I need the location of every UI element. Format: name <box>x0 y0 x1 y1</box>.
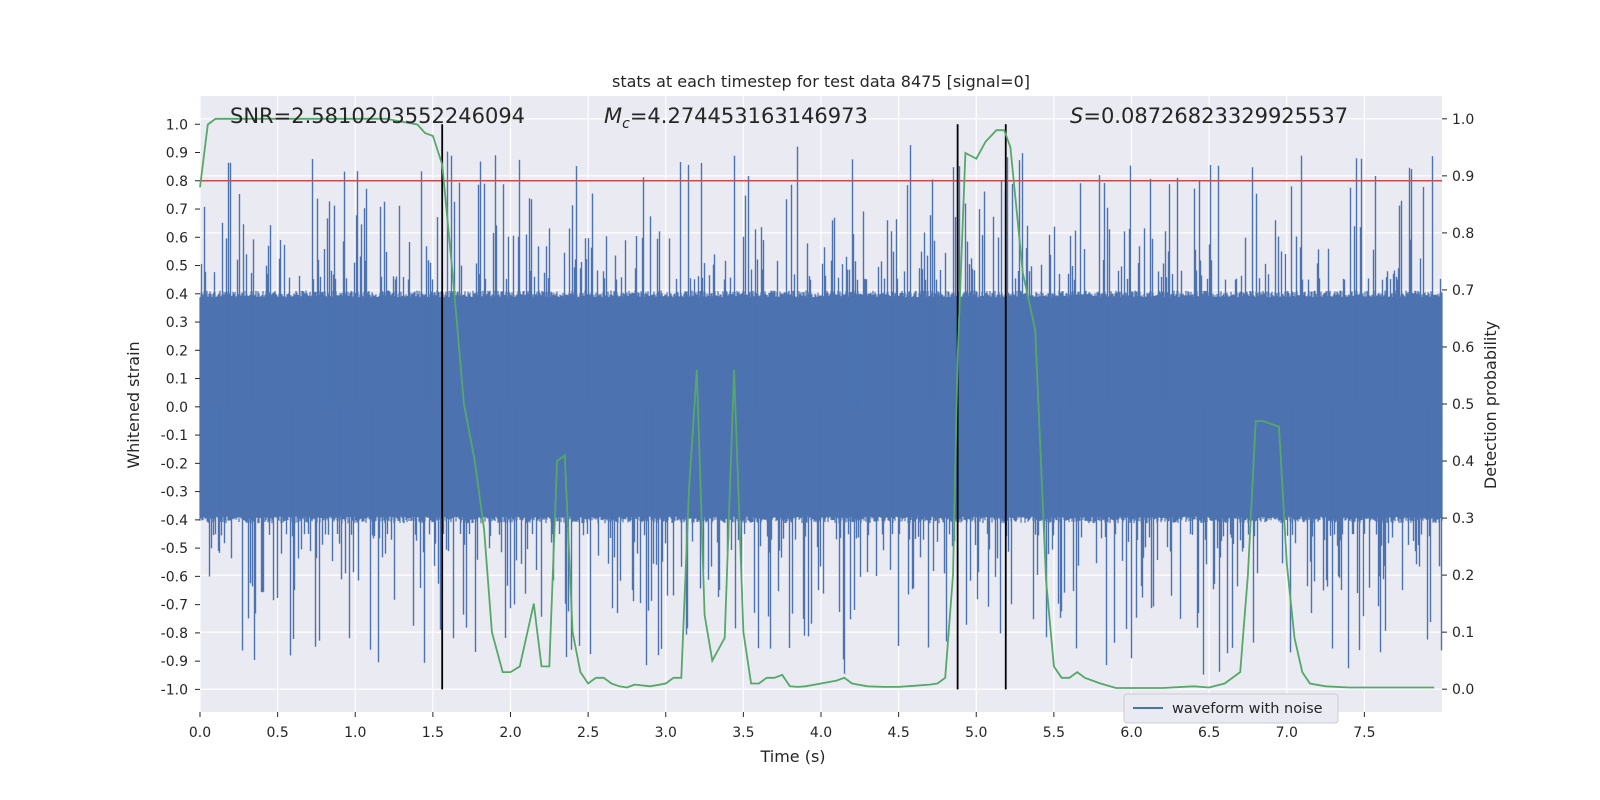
chirp-mass-subscript: c <box>622 116 630 132</box>
x-tick-label: 5.5 <box>1043 725 1065 741</box>
left-tick-label: 0.0 <box>166 400 188 416</box>
x-tick-label: 4.5 <box>887 725 909 741</box>
right-tick-label: 0.5 <box>1452 397 1474 413</box>
y-axis-title-left: Whitened strain <box>124 341 143 468</box>
vertical-lines <box>441 124 1007 690</box>
x-tick-label: 0.0 <box>189 725 211 741</box>
left-tick-label: 0.6 <box>166 230 188 246</box>
right-tick-label: 0.7 <box>1452 283 1474 299</box>
x-tick-label: 4.0 <box>810 725 832 741</box>
x-axis-ticks: 0.0 0.5 1.0 1.5 2.0 2.5 3.0 3.5 4.0 4.5 5.0 5.5 6.0 6… <box>189 712 1376 741</box>
left-tick-label: -1.0 <box>161 682 188 698</box>
right-tick-label: 1.0 <box>1452 112 1474 128</box>
left-tick-label: -0.1 <box>161 428 188 444</box>
x-tick-label: 6.5 <box>1198 725 1220 741</box>
right-tick-label: 0.4 <box>1452 454 1474 470</box>
right-tick-label: 0.0 <box>1452 682 1474 698</box>
s-value: =0.08726823329925537 <box>1083 104 1348 128</box>
x-tick-label: 2.0 <box>499 725 521 741</box>
legend: waveform with noise <box>1123 693 1339 724</box>
right-tick-label: 0.9 <box>1452 169 1474 185</box>
right-tick-label: 0.1 <box>1452 625 1474 641</box>
right-tick-label: 0.6 <box>1452 340 1474 356</box>
left-tick-label: -0.5 <box>161 541 188 557</box>
left-tick-label: 0.4 <box>166 287 188 303</box>
x-tick-label: 5.0 <box>965 725 987 741</box>
x-tick-label: 6.0 <box>1120 725 1142 741</box>
snr-annotation: SNR=2.5810203552246094 <box>230 104 525 128</box>
right-tick-label: 0.3 <box>1452 511 1474 527</box>
x-tick-label: 3.0 <box>655 725 677 741</box>
x-tick-label: 7.0 <box>1276 725 1298 741</box>
s-symbol: S <box>1070 104 1083 128</box>
chirp-mass-symbol: M <box>604 104 622 128</box>
x-tick-label: 1.5 <box>422 725 444 741</box>
chirp-mass-annotation: Mc=4.274453163146973 <box>604 104 868 132</box>
right-tick-label: 0.8 <box>1452 226 1474 242</box>
left-tick-label: -0.3 <box>161 485 188 501</box>
left-tick-label: -0.2 <box>161 456 188 472</box>
legend-box <box>1123 693 1339 724</box>
left-tick-label: 0.5 <box>166 259 188 275</box>
left-tick-label: -0.8 <box>161 626 188 642</box>
left-tick-label: -0.7 <box>161 598 188 614</box>
left-tick-label: 0.3 <box>166 315 188 331</box>
left-tick-label: 0.9 <box>166 146 188 162</box>
left-tick-label: -0.9 <box>161 654 188 670</box>
left-tick-label: -0.6 <box>161 569 188 585</box>
left-tick-label: -0.4 <box>161 513 188 529</box>
s-annotation: S=0.08726823329925537 <box>1070 104 1348 128</box>
left-axis-ticks: 1.0 0.9 0.8 0.7 0.6 0.5 0.4 0.3 0.2 0.1 0.0 -0.1 -0.… <box>161 117 200 698</box>
legend-label: waveform with noise <box>1172 701 1323 717</box>
left-tick-label: 0.7 <box>166 202 188 218</box>
left-tick-label: 0.8 <box>166 174 188 190</box>
right-tick-label: 0.2 <box>1452 568 1474 584</box>
x-tick-label: 3.5 <box>732 725 754 741</box>
x-tick-label: 0.5 <box>266 725 288 741</box>
x-tick-label: 1.0 <box>344 725 366 741</box>
x-axis-title: Time (s) <box>759 747 825 766</box>
left-tick-label: 0.1 <box>166 372 188 388</box>
x-tick-label: 2.5 <box>577 725 599 741</box>
chart-title: stats at each timestep for test data 847… <box>612 72 1030 91</box>
left-tick-label: 0.2 <box>166 343 188 359</box>
detection-probability-line <box>199 117 1435 689</box>
x-tick-label: 7.5 <box>1353 725 1375 741</box>
waveform-series <box>199 145 1443 675</box>
right-axis-ticks: 1.0 0.9 0.8 0.7 0.6 0.5 0.4 0.3 0.2 0.1 0.0 <box>1442 112 1474 698</box>
chirp-mass-value: =4.274453163146973 <box>630 104 868 128</box>
left-tick-label: 1.0 <box>166 117 188 133</box>
y-axis-title-right: Detection probability <box>1481 321 1500 489</box>
